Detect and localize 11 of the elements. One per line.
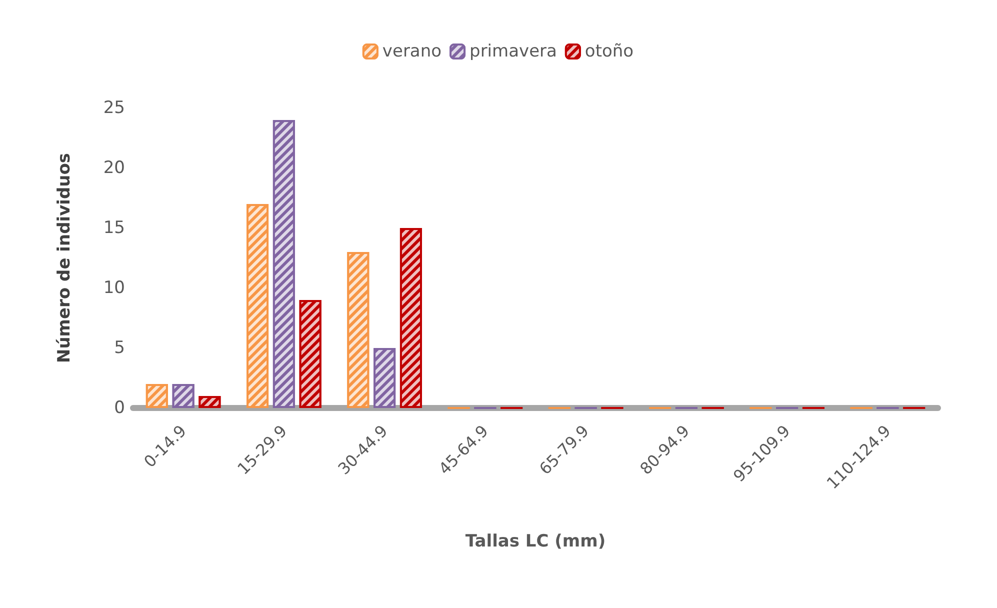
y-tick-label: 0 [114,398,125,418]
legend-label: primavera [470,42,557,62]
legend-label: otoño [584,42,634,62]
y-axis-title: Número de individuos [54,152,74,364]
y-tick-label: 15 [103,218,125,238]
y-tick-label: 20 [103,158,125,178]
x-axis-title: Tallas LC (mm) [465,532,606,552]
y-tick-label: 5 [114,338,125,358]
y-tick-label: 25 [103,98,125,118]
legend-label: verano [382,42,442,62]
y-tick-label: 10 [103,278,125,298]
